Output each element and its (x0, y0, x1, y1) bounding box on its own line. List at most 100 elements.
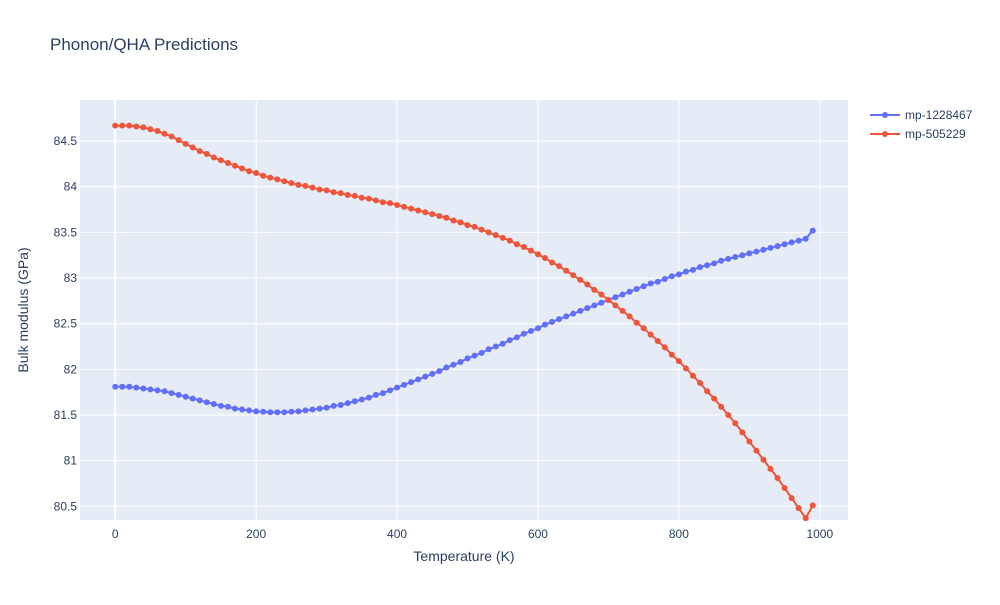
data-point[interactable] (689, 372, 696, 379)
data-point[interactable] (175, 391, 182, 398)
data-point[interactable] (217, 157, 224, 164)
data-point[interactable] (429, 370, 436, 377)
data-point[interactable] (415, 207, 422, 214)
data-point[interactable] (781, 241, 788, 248)
data-point[interactable] (387, 200, 394, 207)
data-point[interactable] (443, 214, 450, 221)
data-point[interactable] (718, 403, 725, 410)
data-point[interactable] (154, 128, 161, 135)
data-point[interactable] (246, 168, 253, 175)
legend[interactable]: mp-1228467 mp-505229 (870, 108, 973, 141)
data-point[interactable] (732, 254, 739, 261)
data-point[interactable] (302, 407, 309, 414)
data-point[interactable] (598, 299, 605, 306)
data-point[interactable] (379, 390, 386, 397)
data-point[interactable] (760, 456, 767, 463)
data-point[interactable] (774, 475, 781, 481)
data-point[interactable] (260, 408, 267, 415)
data-point[interactable] (281, 178, 288, 185)
data-point[interactable] (767, 465, 774, 472)
data-point[interactable] (408, 379, 415, 386)
data-point[interactable] (168, 390, 175, 397)
data-point[interactable] (422, 373, 429, 380)
data-point[interactable] (781, 485, 788, 492)
data-point[interactable] (689, 266, 696, 273)
data-point[interactable] (739, 429, 746, 436)
data-point[interactable] (668, 273, 675, 280)
data-point[interactable] (471, 223, 478, 230)
data-point[interactable] (323, 187, 330, 194)
data-point[interactable] (633, 319, 640, 326)
data-point[interactable] (647, 280, 654, 287)
data-point[interactable] (605, 296, 612, 303)
data-point[interactable] (478, 349, 485, 356)
data-point[interactable] (344, 191, 351, 198)
data-point[interactable] (295, 181, 302, 188)
data-point[interactable] (739, 252, 746, 259)
data-point[interactable] (612, 302, 619, 309)
data-point[interactable] (534, 251, 541, 258)
data-point[interactable] (809, 502, 816, 509)
data-point[interactable] (210, 154, 217, 161)
data-point[interactable] (499, 340, 506, 347)
data-point[interactable] (253, 408, 260, 415)
data-point[interactable] (112, 383, 119, 390)
data-point[interactable] (246, 407, 253, 414)
data-point[interactable] (661, 344, 668, 351)
data-point[interactable] (753, 447, 760, 454)
data-point[interactable] (372, 197, 379, 204)
data-point[interactable] (795, 237, 802, 244)
legend-item[interactable]: mp-505229 (870, 127, 966, 141)
data-point[interactable] (196, 148, 203, 155)
data-point[interactable] (168, 133, 175, 140)
data-point[interactable] (196, 397, 203, 404)
data-point[interactable] (732, 420, 739, 427)
data-point[interactable] (711, 395, 718, 402)
data-point[interactable] (415, 376, 422, 383)
data-point[interactable] (309, 184, 316, 191)
data-point[interactable] (372, 391, 379, 398)
data-point[interactable] (788, 495, 795, 502)
data-point[interactable] (556, 316, 563, 323)
data-point[interactable] (133, 384, 140, 391)
data-point[interactable] (161, 388, 168, 395)
data-point[interactable] (654, 278, 661, 285)
data-point[interactable] (147, 126, 154, 133)
data-point[interactable] (133, 123, 140, 130)
data-point[interactable] (626, 288, 633, 295)
data-point[interactable] (140, 124, 147, 131)
data-point[interactable] (774, 243, 781, 250)
data-point[interactable] (351, 398, 358, 405)
data-point[interactable] (584, 305, 591, 312)
data-point[interactable] (147, 386, 154, 393)
data-point[interactable] (527, 247, 534, 254)
data-point[interactable] (513, 241, 520, 248)
data-point[interactable] (224, 160, 231, 166)
data-point[interactable] (661, 275, 668, 282)
data-point[interactable] (126, 122, 133, 129)
data-point[interactable] (506, 337, 513, 344)
data-point[interactable] (281, 409, 288, 416)
data-point[interactable] (577, 307, 584, 314)
data-point[interactable] (795, 505, 802, 512)
data-point[interactable] (464, 355, 471, 362)
data-point[interactable] (549, 259, 556, 266)
data-point[interactable] (126, 383, 133, 390)
data-point[interactable] (640, 283, 647, 290)
data-point[interactable] (316, 186, 323, 193)
data-point[interactable] (499, 234, 506, 241)
data-point[interactable] (365, 394, 372, 401)
data-point[interactable] (570, 310, 577, 317)
data-point[interactable] (527, 328, 534, 334)
data-point[interactable] (189, 144, 196, 151)
data-point[interactable] (534, 325, 541, 332)
data-point[interactable] (119, 383, 126, 390)
data-point[interactable] (457, 219, 464, 226)
data-point[interactable] (443, 364, 450, 371)
data-point[interactable] (584, 281, 591, 288)
data-point[interactable] (633, 286, 640, 292)
data-point[interactable] (323, 404, 330, 411)
data-point[interactable] (182, 393, 189, 400)
data-point[interactable] (464, 222, 471, 229)
data-point[interactable] (224, 403, 231, 410)
